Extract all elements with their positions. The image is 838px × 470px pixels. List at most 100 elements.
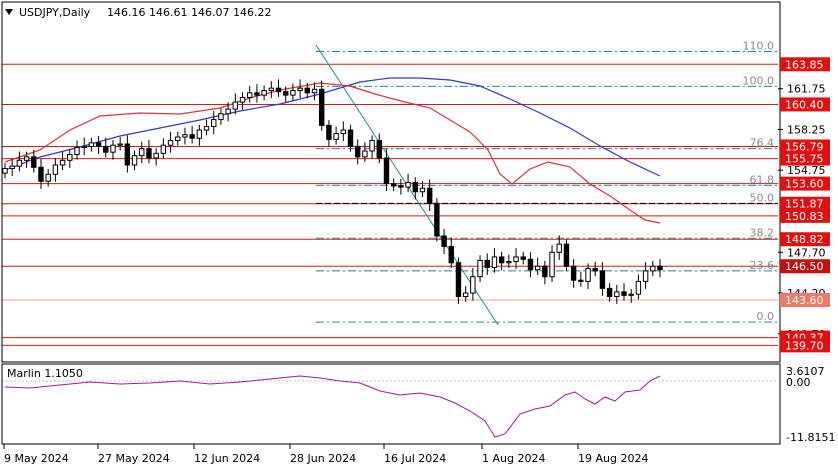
collapse-arrow-icon[interactable]	[5, 9, 13, 15]
candle-body	[311, 88, 318, 94]
candle-body	[9, 165, 15, 169]
date-label: 16 Jul 2024	[384, 452, 446, 465]
candle-body	[441, 235, 447, 247]
level-label-box	[780, 208, 830, 223]
candle-body	[247, 92, 253, 98]
candle-body	[650, 265, 656, 272]
candle-body	[232, 101, 239, 110]
fib-label: 23.6	[750, 259, 775, 272]
indicator-zero-label: 0.00	[786, 376, 811, 389]
oscillator-line	[4, 375, 661, 438]
candle-body	[383, 157, 390, 185]
fib-label: 110.0	[743, 39, 775, 52]
indicator-panel-frame	[1, 363, 781, 445]
candle-body	[513, 256, 519, 263]
candle-body	[484, 259, 490, 268]
candle-body	[117, 143, 123, 146]
candle-body	[283, 91, 289, 96]
candle-body	[95, 142, 102, 147]
date-axis: 9 May 2024 27 May 2024 12 Jun 2024 28 Jun 2…	[3, 444, 648, 465]
fib-label: 76.4	[750, 137, 775, 150]
candle-body	[405, 181, 411, 188]
candle-body	[261, 89, 267, 96]
candle-body	[160, 144, 167, 154]
candle-body	[628, 293, 634, 296]
candle-body	[412, 181, 418, 193]
candle-body	[175, 136, 181, 142]
candle-body	[268, 87, 275, 91]
level-label: 156.79	[785, 140, 824, 153]
candle-body	[319, 88, 325, 126]
candle-body	[52, 164, 59, 175]
slow-moving-average	[4, 77, 661, 177]
candle-body	[146, 148, 152, 159]
level-label: 155.75	[785, 153, 824, 166]
candle-body	[38, 166, 44, 182]
candle-body	[470, 276, 476, 294]
candle-body	[59, 159, 66, 166]
indicator-label: Marlin 1.1050	[7, 367, 83, 380]
candle-body	[448, 245, 454, 264]
candle-body	[203, 126, 210, 131]
candle-body	[491, 256, 498, 268]
candle-body	[304, 87, 311, 94]
indicator-max-label: 3.6107	[786, 365, 825, 378]
candlesticks	[2, 79, 663, 305]
candle-body	[189, 134, 195, 139]
date-label: 12 Jun 2024	[194, 452, 260, 465]
candle-body	[592, 268, 598, 272]
candle-body	[426, 187, 433, 204]
candle-body	[498, 256, 505, 264]
level-label-box	[780, 338, 830, 353]
level-label: 153.60	[785, 178, 824, 191]
level-label-box	[780, 293, 830, 307]
candle-body	[81, 145, 87, 149]
candle-body	[642, 270, 649, 282]
level-label-box	[780, 196, 830, 211]
candle-body	[326, 124, 332, 140]
candle-body	[254, 92, 260, 96]
level-label: 160.40	[785, 98, 824, 111]
level-label: 151.87	[785, 198, 824, 211]
candle-body	[599, 270, 606, 289]
candle-body	[419, 187, 426, 193]
candle-body	[585, 268, 591, 282]
candle-body	[16, 159, 23, 167]
ohlc-values: 146.16 146.61 146.07 146.22	[107, 6, 271, 19]
candle-body	[362, 150, 368, 158]
candle-body	[542, 265, 548, 278]
candle-body	[556, 243, 562, 253]
candle-body	[124, 143, 131, 166]
fib-label: 38.2	[750, 226, 775, 239]
candle-body	[614, 291, 620, 298]
level-label-box	[780, 259, 830, 274]
candle-body	[182, 134, 188, 138]
candle-body	[354, 145, 361, 158]
level-label: 139.70	[785, 339, 824, 352]
candle-body	[139, 148, 145, 157]
candle-body	[333, 133, 339, 140]
candle-body	[520, 256, 526, 260]
level-label: 150.83	[785, 210, 824, 223]
indicator-min-label: -11.8151	[786, 431, 835, 444]
price-tick-label: 158.25	[787, 123, 826, 136]
candle-body	[74, 147, 80, 156]
candle-body	[110, 144, 116, 153]
level-label-box	[780, 57, 830, 72]
candle-body	[347, 129, 354, 147]
candle-body	[67, 154, 73, 161]
candle-body	[211, 119, 217, 128]
moving-averages	[4, 77, 661, 224]
candle-body	[103, 145, 109, 153]
candle-body	[131, 155, 138, 166]
candle-body	[534, 265, 541, 271]
candle-body	[376, 140, 382, 159]
date-label: 19 Aug 2024	[578, 452, 648, 465]
fibonacci-retracement: 110.0 100.0 76.4 61.8 50.0 38.2 23.6 0.0	[315, 39, 778, 326]
date-label: 27 May 2024	[98, 452, 170, 465]
date-label: 1 Aug 2024	[482, 452, 545, 465]
level-label-box	[780, 232, 830, 247]
candle-body	[462, 292, 469, 298]
